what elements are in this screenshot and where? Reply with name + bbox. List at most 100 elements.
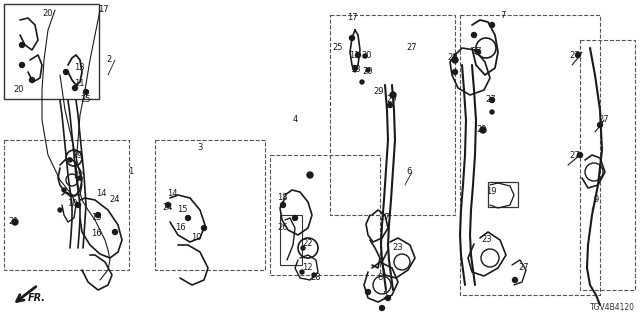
Text: 16: 16 — [91, 228, 101, 237]
Bar — [155, 140, 265, 270]
Circle shape — [385, 295, 390, 300]
Circle shape — [76, 203, 81, 207]
Circle shape — [62, 188, 66, 192]
Text: 5: 5 — [382, 291, 388, 300]
Text: 27: 27 — [380, 213, 390, 222]
Text: 3: 3 — [197, 143, 203, 153]
Text: 10: 10 — [191, 234, 201, 243]
Circle shape — [307, 172, 313, 178]
Circle shape — [202, 226, 207, 230]
Circle shape — [301, 246, 305, 250]
Text: 29: 29 — [387, 95, 397, 105]
Circle shape — [300, 270, 304, 274]
Text: 24: 24 — [109, 196, 120, 204]
Text: FR.: FR. — [28, 293, 46, 303]
Circle shape — [349, 36, 355, 41]
Text: 2: 2 — [106, 55, 111, 65]
Circle shape — [12, 219, 18, 225]
Circle shape — [68, 158, 72, 162]
Text: 6: 6 — [406, 167, 412, 177]
Circle shape — [575, 52, 580, 58]
Circle shape — [72, 85, 77, 91]
Circle shape — [19, 43, 24, 47]
Circle shape — [29, 77, 35, 83]
Text: 27: 27 — [472, 47, 483, 57]
Circle shape — [598, 123, 602, 127]
Circle shape — [577, 153, 582, 157]
Bar — [4, 140, 129, 270]
Bar — [4, 4, 99, 99]
Bar — [280, 215, 302, 265]
Bar — [460, 15, 600, 295]
Circle shape — [452, 57, 458, 63]
Circle shape — [387, 102, 392, 108]
Circle shape — [366, 68, 370, 72]
Circle shape — [83, 90, 88, 94]
Text: 11: 11 — [349, 51, 359, 60]
Text: 23: 23 — [482, 236, 492, 244]
Text: 27: 27 — [486, 95, 496, 105]
Text: 20: 20 — [363, 68, 373, 76]
Text: 24: 24 — [163, 204, 173, 212]
Circle shape — [452, 69, 458, 75]
Circle shape — [78, 176, 82, 180]
Circle shape — [365, 290, 371, 294]
Text: 12: 12 — [301, 263, 312, 273]
Circle shape — [166, 203, 170, 207]
Text: 29: 29 — [448, 53, 458, 62]
Circle shape — [355, 52, 360, 58]
Text: 17: 17 — [347, 12, 357, 21]
Circle shape — [63, 69, 68, 75]
Text: 16: 16 — [175, 223, 186, 233]
Text: 20: 20 — [362, 51, 372, 60]
Text: 27: 27 — [598, 116, 609, 124]
Text: 29: 29 — [477, 125, 487, 134]
Circle shape — [19, 62, 24, 68]
Text: 15: 15 — [91, 213, 101, 222]
Text: 14: 14 — [167, 188, 177, 197]
Text: 14: 14 — [96, 188, 106, 197]
Circle shape — [360, 80, 364, 84]
Text: 27: 27 — [570, 51, 580, 60]
Circle shape — [476, 50, 481, 54]
Text: 19: 19 — [486, 188, 496, 196]
Text: 22: 22 — [303, 238, 313, 247]
Text: 9: 9 — [593, 196, 598, 204]
Circle shape — [353, 66, 358, 70]
Text: 21: 21 — [9, 218, 19, 227]
Bar — [488, 182, 518, 207]
Circle shape — [480, 127, 486, 133]
Text: 13: 13 — [349, 66, 360, 75]
Circle shape — [280, 203, 285, 207]
Text: 17: 17 — [98, 5, 108, 14]
Text: 25: 25 — [81, 95, 92, 105]
Text: 11: 11 — [74, 78, 84, 87]
Bar — [580, 40, 635, 290]
Text: 27: 27 — [406, 44, 417, 52]
Text: TGV4B4120: TGV4B4120 — [590, 303, 635, 312]
Circle shape — [312, 273, 316, 277]
Text: 18: 18 — [276, 194, 287, 203]
Circle shape — [292, 215, 298, 220]
Text: 10: 10 — [67, 198, 77, 207]
Text: 27: 27 — [570, 150, 580, 159]
Bar — [270, 155, 380, 275]
Circle shape — [380, 306, 385, 310]
Circle shape — [490, 22, 495, 28]
Text: 28: 28 — [310, 274, 321, 283]
Circle shape — [113, 229, 118, 235]
Circle shape — [490, 110, 494, 114]
Circle shape — [363, 54, 367, 58]
Text: 26: 26 — [278, 223, 288, 233]
Circle shape — [513, 277, 518, 283]
Text: 29: 29 — [73, 150, 83, 159]
Circle shape — [390, 92, 396, 98]
Circle shape — [186, 215, 191, 220]
Circle shape — [95, 212, 100, 218]
Text: 20: 20 — [43, 10, 53, 19]
Text: 25: 25 — [333, 44, 343, 52]
Text: 27: 27 — [518, 263, 529, 273]
Text: 20: 20 — [13, 85, 24, 94]
Text: 15: 15 — [177, 205, 188, 214]
Text: 4: 4 — [292, 116, 298, 124]
